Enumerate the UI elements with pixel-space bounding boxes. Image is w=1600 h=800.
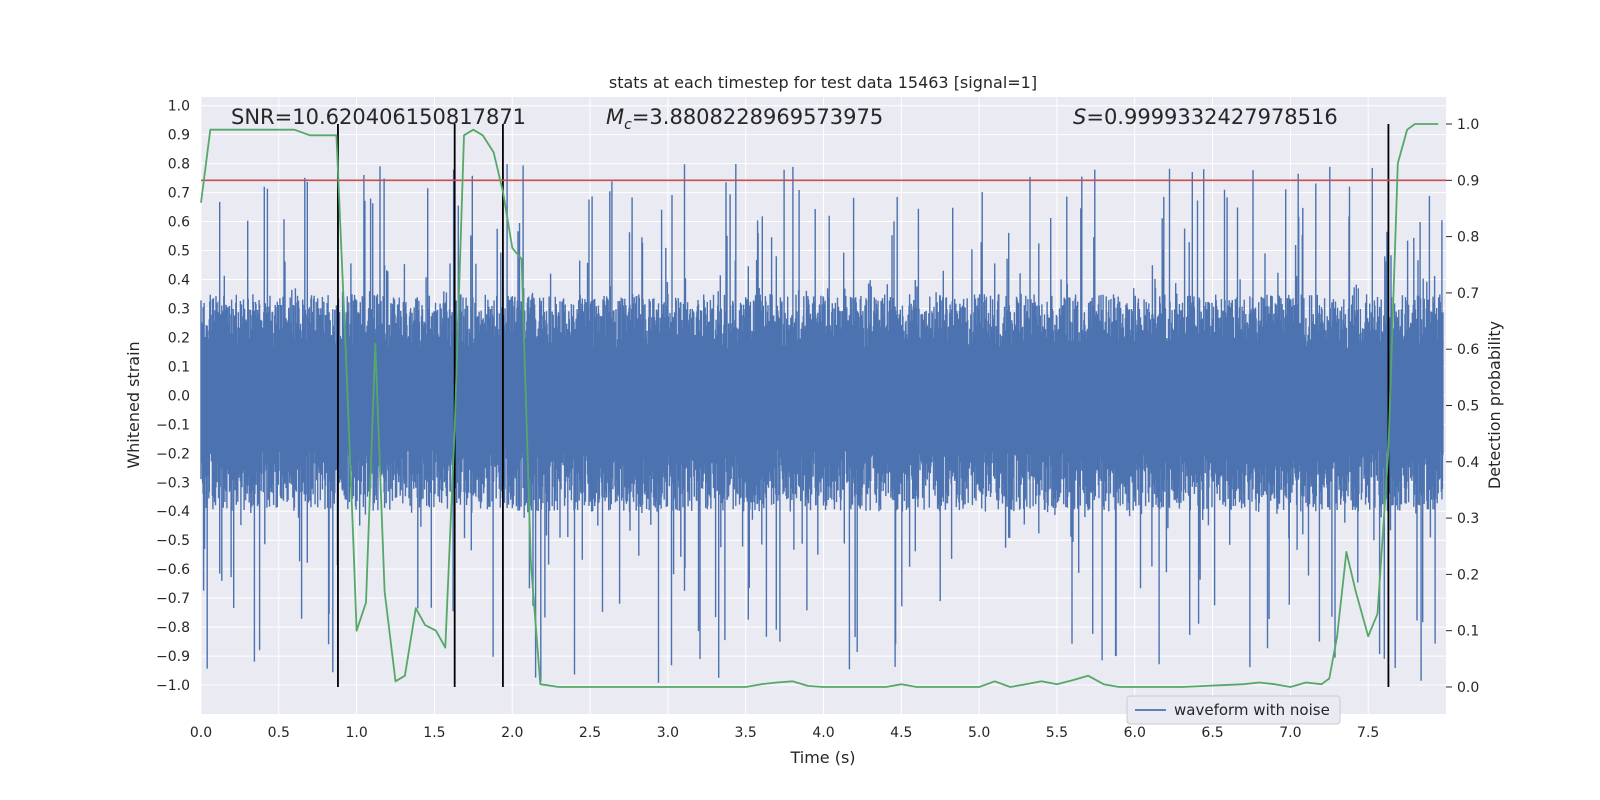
- x-tick-label: 1.5: [423, 725, 445, 741]
- x-tick-label: 7.5: [1357, 725, 1379, 741]
- x-tick-label: 0.5: [268, 725, 290, 741]
- y-tick-label: −0.6: [156, 562, 190, 578]
- y-tick-label: −0.2: [156, 446, 190, 462]
- y-tick-label: −0.9: [156, 649, 190, 665]
- x-tick-label: 4.0: [812, 725, 834, 741]
- s-value: =0.9999332427978516: [1086, 105, 1337, 129]
- y-tick-labels: 1.0 0.9 0.8 0.7 0.6 0.5 0.4 0.3 0.2 0.1 0.0 −0.1 −0.…: [156, 99, 190, 694]
- y2-tick-label: 0.1: [1457, 624, 1479, 640]
- chart-title: stats at each timestep for test data 154…: [609, 73, 1037, 92]
- y2-tick-label: 0.9: [1457, 173, 1479, 189]
- y-tick-label: 0.4: [168, 272, 190, 288]
- x-tick-label: 6.0: [1124, 725, 1146, 741]
- y-tick-label: −0.5: [156, 533, 190, 549]
- x-tick-label: 6.5: [1201, 725, 1223, 741]
- y2-tick-label: 0.0: [1457, 680, 1479, 696]
- x-tick-labels: 0.0 0.5 1.0 1.5 2.0 2.5 3.0 3.5 4.0 4.5 5.0 5.5 6.0 6…: [190, 725, 1379, 741]
- y2-tick-label: 1.0: [1457, 117, 1479, 133]
- mc-value: =3.8808228969573975: [632, 105, 883, 129]
- s-symbol: S: [1073, 105, 1086, 129]
- y2-axis-label: Detection probability: [1485, 321, 1504, 489]
- x-tick-label: 0.0: [190, 725, 212, 741]
- waveform-trace: [200, 164, 1444, 683]
- y-tick-label: 0.3: [168, 301, 190, 317]
- x-tick-label: 5.5: [1046, 725, 1068, 741]
- y-tick-label: 1.0: [168, 99, 190, 115]
- y2-tick-label: 0.2: [1457, 567, 1479, 583]
- snr-annotation: SNR=10.620406150817871: [231, 105, 526, 129]
- y2-tick-label: 0.7: [1457, 286, 1479, 302]
- y-tick-label: −0.7: [156, 591, 190, 607]
- mc-subscript: c: [624, 117, 632, 133]
- y-tick-label: −0.4: [156, 504, 190, 520]
- probability-line: [200, 123, 1439, 688]
- x-tick-label: 2.0: [501, 725, 523, 741]
- y-tick-label: −0.8: [156, 620, 190, 636]
- y-tick-label: 0.1: [168, 359, 190, 375]
- x-tick-label: 1.0: [345, 725, 367, 741]
- significance-annotation: S=0.9999332427978516: [1073, 105, 1338, 129]
- y-axis-label: Whitened strain: [124, 341, 143, 468]
- y2-tick-label: 0.6: [1457, 342, 1479, 358]
- y-tick-label: 0.8: [168, 157, 190, 173]
- y-tick-label: −0.3: [156, 475, 190, 491]
- y2-tick-label: 0.4: [1457, 455, 1479, 471]
- x-tick-label: 5.0: [968, 725, 990, 741]
- y-tick-label: −1.0: [156, 678, 190, 694]
- x-axis-label: Time (s): [789, 748, 855, 767]
- y2-tick-labels: 1.0 0.9 0.8 0.7 0.6 0.5 0.4 0.3 0.2 0.1 0.0: [1446, 117, 1479, 696]
- y2-tick-label: 0.5: [1457, 399, 1479, 415]
- x-tick-label: 3.5: [735, 725, 757, 741]
- legend-box: [1126, 695, 1341, 725]
- y-tick-label: 0.0: [168, 388, 190, 404]
- waveform-series: [200, 164, 1444, 683]
- x-tick-label: 7.0: [1279, 725, 1301, 741]
- probability-series: [200, 123, 1439, 688]
- y-tick-label: 0.2: [168, 330, 190, 346]
- legend-label: waveform with noise: [1174, 701, 1330, 719]
- y-tick-label: 0.6: [168, 215, 190, 231]
- y-tick-label: 0.7: [168, 186, 190, 202]
- y-tick-label: 0.9: [168, 128, 190, 144]
- legend: waveform with noise: [1126, 695, 1341, 725]
- x-tick-label: 2.5: [579, 725, 601, 741]
- y2-tick-label: 0.3: [1457, 511, 1479, 527]
- chirp-mass-annotation: Mc=3.8808228969573975: [606, 105, 883, 133]
- y2-tick-label: 0.8: [1457, 230, 1479, 246]
- y-tick-label: 0.5: [168, 244, 190, 260]
- x-tick-label: 3.0: [657, 725, 679, 741]
- y-tick-label: −0.1: [156, 417, 190, 433]
- x-tick-label: 4.5: [890, 725, 912, 741]
- mc-symbol: M: [606, 105, 624, 129]
